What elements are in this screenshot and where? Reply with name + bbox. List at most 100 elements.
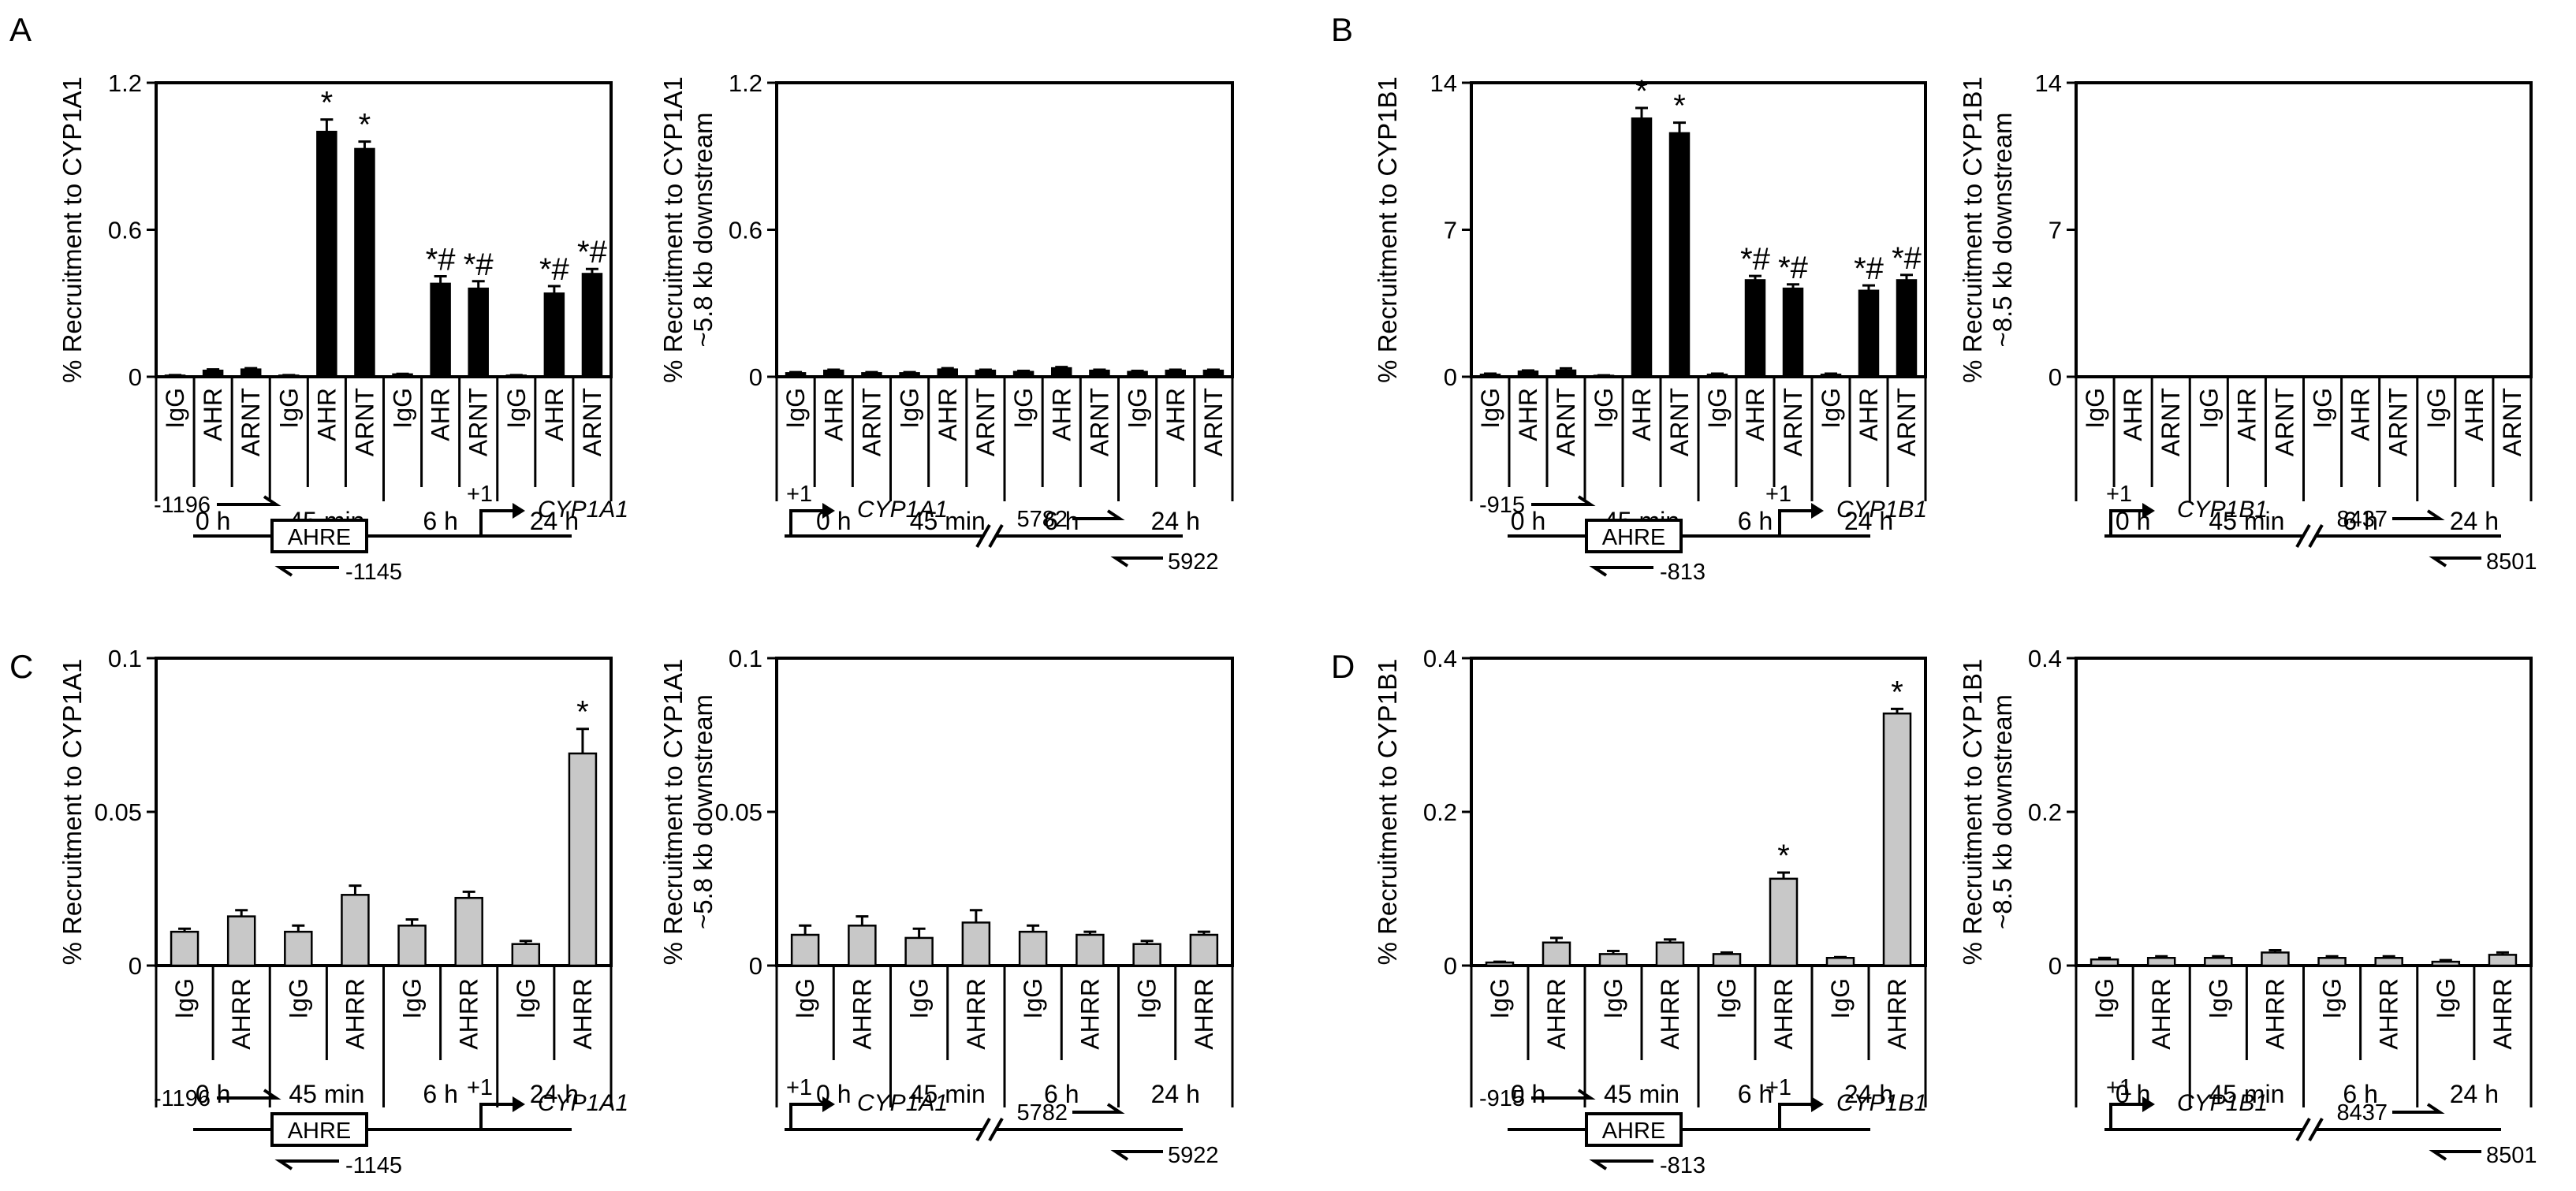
category-label: ARNT: [578, 388, 606, 456]
ahre-box: [1585, 1112, 1683, 1147]
bar: [2431, 960, 2461, 967]
category-label: IgG: [512, 978, 540, 1019]
significance-mark: *: [1635, 74, 1648, 109]
category-label: IgG: [1826, 978, 1855, 1019]
category-label: AHR: [1741, 388, 1769, 441]
category-label: AHRR: [2147, 978, 2175, 1050]
tss-arrow-icon: [789, 509, 822, 536]
bar: [1769, 877, 1799, 967]
reverse-primer-icon: [274, 566, 339, 577]
plot-frame: [155, 657, 613, 967]
group-label: 6 h: [1738, 507, 1773, 535]
bar: [316, 130, 337, 378]
category-label: ARNT: [1892, 388, 1921, 456]
tss-arrowhead-icon: [2142, 503, 2155, 519]
y-tick-label: 0.05: [715, 798, 762, 826]
category-label: IgG: [389, 388, 417, 429]
significance-mark: *#: [1854, 251, 1884, 286]
panel-letter-c: C: [9, 648, 33, 685]
tss-label: +1: [786, 482, 812, 507]
y-tick-label: 0: [2048, 363, 2062, 391]
significance-mark: *: [1777, 839, 1790, 873]
tss-arrowhead-icon: [1811, 503, 1824, 519]
category-label: IgG: [1009, 388, 1038, 429]
bar: [284, 930, 313, 967]
category-label: IgG: [284, 978, 312, 1019]
tss-arrow-icon: [2109, 1103, 2142, 1130]
plot-frame: [2075, 81, 2533, 378]
y-axis-label-2: ~5.8 kb downstream: [688, 112, 718, 347]
ahre-box: [270, 1112, 368, 1147]
category-label: ARNT: [2157, 388, 2185, 456]
plot-frame: [775, 657, 1234, 967]
group-label: 0 h: [196, 1080, 230, 1108]
break-mark-icon: [2308, 524, 2324, 548]
y-tick-label: 0.6: [729, 217, 762, 244]
reverse-primer-icon: [1110, 1150, 1163, 1161]
category-label: AHR: [934, 388, 962, 441]
gene-name: CYP1A1: [538, 497, 628, 523]
y-tick-label: 0.1: [108, 645, 142, 672]
y-tick-label: 7: [1444, 217, 1457, 244]
forward-primer-label: 8437: [2336, 1100, 2388, 1126]
bar: [1165, 369, 1186, 378]
category-label: AHRR: [848, 978, 876, 1050]
tss-arrowhead-icon: [822, 1096, 835, 1112]
bar: [397, 925, 427, 967]
forward-primer-icon: [1531, 495, 1596, 506]
gene-diagram: +1 CYP1B1 8437 8501: [2104, 1075, 2537, 1168]
category-label: IgG: [1124, 388, 1152, 429]
chart-a2: 0 0.6 1.2 % Recruitment to CYP1A1 ~5.8 kb do…: [658, 69, 1234, 575]
category-label: AHRR: [455, 978, 483, 1050]
bar: [861, 372, 882, 378]
forward-primer-icon: [1072, 1103, 1125, 1114]
bar: [1189, 933, 1219, 967]
tss-label: +1: [467, 1075, 493, 1100]
gene-diagram: AHRE -915 -813 +1 CYP1B1: [1479, 482, 1927, 585]
bar: [1668, 132, 1691, 378]
reverse-primer-label: -813: [1660, 1153, 1706, 1178]
reverse-primer-icon: [2429, 1150, 2481, 1161]
group-label: 0 h: [196, 507, 230, 535]
reverse-primer-label: 8501: [2486, 1143, 2537, 1168]
gene-name: CYP1B1: [1836, 1090, 1927, 1116]
bar: [1820, 374, 1842, 378]
category-label: IgG: [2194, 388, 2223, 429]
reverse-primer-label: 5922: [1168, 1143, 1219, 1168]
y-tick-label: 0.6: [108, 217, 142, 244]
bar: [1896, 279, 1918, 378]
forward-primer-icon: [2392, 1103, 2445, 1114]
group-label: 6 h: [1044, 507, 1079, 535]
forward-primer-icon: [1531, 1089, 1596, 1100]
bar: [2317, 957, 2347, 967]
category-label: AHR: [199, 388, 227, 441]
significance-mark: *: [359, 108, 371, 143]
y-tick-label: 14: [1430, 69, 1457, 97]
bar: [1076, 933, 1105, 967]
group-label: 45 min: [289, 1080, 364, 1108]
y-axis-label-2: ~8.5 kb downstream: [1988, 112, 2017, 347]
ahre-box: [1585, 519, 1683, 553]
break-mark-icon: [988, 1118, 1004, 1141]
category-label: AHRR: [341, 978, 369, 1050]
y-axis-label: % Recruitment to CYP1A1: [58, 659, 87, 966]
category-label: ARNT: [1199, 388, 1228, 456]
significance-mark: *#: [464, 248, 494, 282]
category-label: AHR: [2232, 388, 2261, 441]
group-label: 45 min: [910, 1080, 986, 1108]
bar: [1517, 370, 1539, 378]
panel-letter-d: D: [1331, 648, 1355, 685]
significance-mark: *#: [539, 252, 570, 287]
bar: [202, 369, 224, 378]
y-axis-label: % Recruitment to CYP1B1: [1958, 659, 1987, 966]
group-label: 24 h: [1151, 507, 1200, 535]
tss-label: +1: [786, 1075, 812, 1100]
plot-frame: [1470, 81, 1927, 378]
category-label: AHR: [1855, 388, 1883, 441]
reverse-primer-label: -1145: [345, 560, 402, 585]
y-axis-label: % Recruitment to CYP1B1: [1958, 76, 1987, 383]
reverse-primer-icon: [274, 1159, 339, 1171]
y-tick-label: 0: [1444, 952, 1457, 980]
bar: [511, 943, 541, 967]
